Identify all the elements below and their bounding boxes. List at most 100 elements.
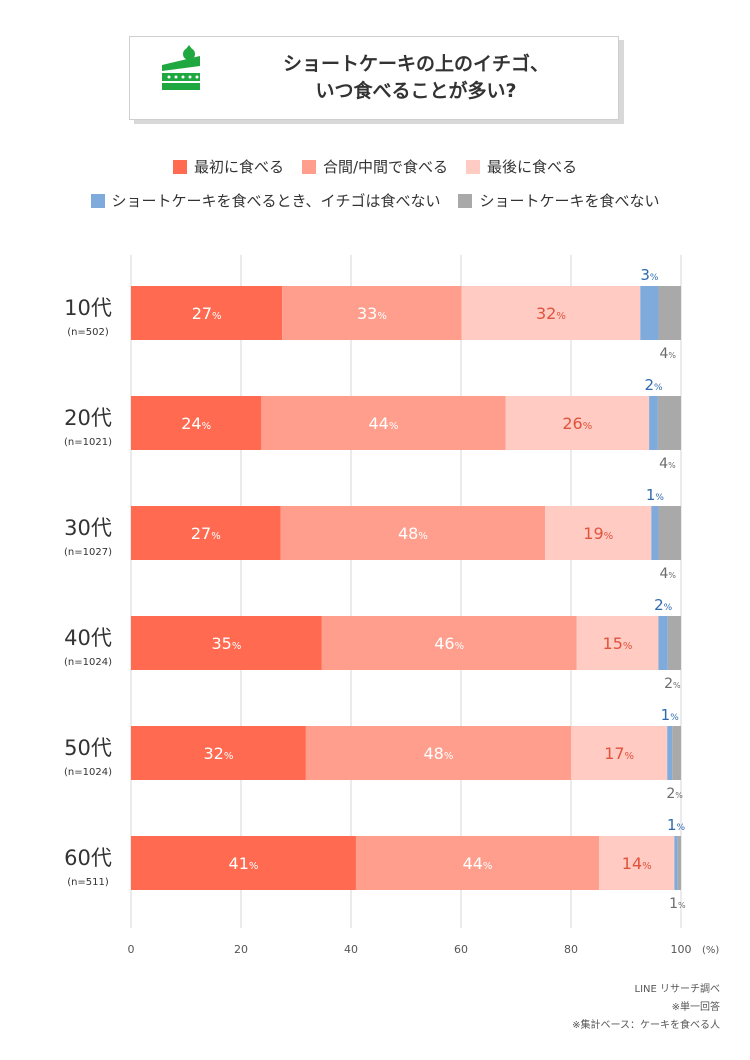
sample-size-20代: (n=1021) — [64, 437, 112, 448]
data-label-20代-first: 24% — [181, 414, 211, 433]
data-label-10代-noCake: 4% — [659, 346, 676, 362]
bar-20代-middle — [261, 396, 506, 450]
title-line-1: ショートケーキの上のイチゴ、 — [282, 53, 549, 75]
bar-10代-noCake — [658, 286, 681, 340]
x-tick-label-0: 0 — [128, 943, 135, 956]
category-label-40代: 40代 — [64, 626, 112, 650]
x-tick-label-40: 40 — [344, 943, 358, 956]
category-label-10代: 10代 — [64, 296, 112, 320]
data-label-20代-last: 26% — [562, 414, 592, 433]
legend-label-last: 最後に食べる — [487, 158, 578, 176]
bar-40代-middle — [321, 616, 577, 670]
bar-40代-first — [131, 616, 322, 670]
data-label-40代-middle: 46% — [434, 634, 464, 653]
legend-swatch-middle — [301, 159, 316, 174]
data-label-30代-noCake: 4% — [659, 566, 676, 582]
data-label-60代-middle: 44% — [463, 854, 493, 873]
data-label-60代-last: 14% — [622, 854, 652, 873]
x-tick-label-80: 80 — [564, 943, 578, 956]
data-label-40代-noCake: 2% — [664, 676, 681, 692]
data-label-50代-middle: 48% — [424, 744, 454, 763]
legend-row-2: ショートケーキを食べるとき、イチゴは食べない ショートケーキを食べない — [0, 190, 750, 211]
data-label-40代-notStrawberry: 2% — [654, 596, 673, 614]
bar-30代-middle — [280, 506, 546, 560]
data-label-10代-last: 32% — [536, 304, 566, 323]
title-box: ショートケーキの上のイチゴ、 いつ食べることが多い? — [129, 36, 619, 120]
legend-swatch-not-strawberry — [90, 193, 105, 208]
footnote-base: ※集計ベース：ケーキを食べる人 — [572, 1020, 720, 1031]
data-label-50代-notStrawberry: 1% — [661, 706, 680, 724]
data-label-20代-middle: 44% — [369, 414, 399, 433]
category-label-30代: 30代 — [64, 516, 112, 540]
shortcake-icon — [162, 45, 200, 90]
legend-swatch-no-cake — [458, 193, 473, 208]
bar-50代-noCake — [672, 726, 681, 780]
data-label-50代-last: 17% — [604, 744, 634, 763]
sample-size-40代: (n=1024) — [64, 657, 112, 668]
data-label-60代-noCake: 1% — [669, 896, 686, 912]
legend-row-1: 最初に食べる 合間/中間で食べる 最後に食べる — [0, 156, 750, 177]
bar-50代-middle — [305, 726, 571, 780]
legend-swatch-last — [466, 159, 481, 174]
data-label-40代-last: 15% — [603, 634, 633, 653]
legend-item-no-cake: ショートケーキを食べない — [458, 190, 659, 211]
x-tick-label-100: 100 — [671, 943, 692, 956]
footnote-single-answer: ※単一回答 — [671, 1002, 720, 1013]
legend-label-first: 最初に食べる — [193, 158, 284, 176]
footnote-source: LINE リサーチ調べ — [634, 984, 721, 995]
bar-10代-last — [461, 286, 641, 340]
bar-50代-first — [131, 726, 306, 780]
bar-20代-notStrawberry — [649, 396, 658, 450]
bar-30代-last — [545, 506, 652, 560]
bar-50代-last — [571, 726, 668, 780]
legend-item-middle: 合間/中間で食べる — [301, 156, 448, 177]
data-label-30代-last: 19% — [583, 524, 613, 543]
data-label-10代-notStrawberry: 3% — [640, 266, 659, 284]
bar-10代-first — [131, 286, 283, 340]
x-tick-label-20: 20 — [234, 943, 248, 956]
sample-size-60代: (n=511) — [67, 877, 109, 888]
data-label-10代-middle: 33% — [357, 304, 387, 323]
legend-swatch-first — [172, 159, 187, 174]
legend-item-not-strawberry: ショートケーキを食べるとき、イチゴは食べない — [90, 190, 441, 211]
sample-size-30代: (n=1027) — [64, 547, 112, 558]
data-label-30代-first: 27% — [191, 524, 221, 543]
x-unit-label: (%) — [702, 945, 719, 956]
data-label-20代-notStrawberry: 2% — [644, 376, 663, 394]
bar-60代-middle — [355, 836, 600, 890]
legend-item-first: 最初に食べる — [172, 156, 284, 177]
category-label-60代: 60代 — [64, 846, 112, 870]
bar-30代-notStrawberry — [651, 506, 659, 560]
data-label-10代-first: 27% — [192, 304, 222, 323]
legend-item-last: 最後に食べる — [466, 156, 577, 177]
legend: 最初に食べる 合間/中間で食べる 最後に食べる ショートケーキを食べるとき、イチ… — [0, 156, 750, 224]
bar-30代-first — [131, 506, 281, 560]
bar-40代-last — [576, 616, 659, 670]
data-label-50代-noCake: 2% — [666, 786, 683, 802]
data-label-30代-middle: 48% — [398, 524, 428, 543]
chart-title: ショートケーキの上のイチゴ、 いつ食べることが多い? — [226, 51, 606, 105]
data-label-60代-first: 41% — [229, 854, 259, 873]
data-label-40代-first: 35% — [211, 634, 241, 653]
category-label-20代: 20代 — [64, 406, 112, 430]
sample-size-50代: (n=1024) — [64, 767, 112, 778]
bar-10代-notStrawberry — [640, 286, 659, 340]
bar-60代-notStrawberry — [674, 836, 678, 890]
bar-60代-noCake — [677, 836, 681, 890]
sample-size-10代: (n=502) — [67, 327, 109, 338]
title-line-2: いつ食べることが多い? — [315, 80, 517, 102]
data-label-60代-notStrawberry: 1% — [667, 816, 686, 834]
legend-label-not-strawberry: ショートケーキを食べるとき、イチゴは食べない — [111, 192, 441, 210]
bar-60代-last — [599, 836, 675, 890]
bar-10代-middle — [282, 286, 462, 340]
data-label-50代-first: 32% — [204, 744, 234, 763]
bar-20代-noCake — [657, 396, 681, 450]
bar-60代-first — [131, 836, 356, 890]
bar-50代-notStrawberry — [667, 726, 673, 780]
category-label-50代: 50代 — [64, 736, 112, 760]
legend-label-no-cake: ショートケーキを食べない — [479, 192, 660, 210]
x-tick-label-60: 60 — [454, 943, 468, 956]
bar-30代-noCake — [658, 506, 681, 560]
bar-40代-noCake — [667, 616, 681, 670]
